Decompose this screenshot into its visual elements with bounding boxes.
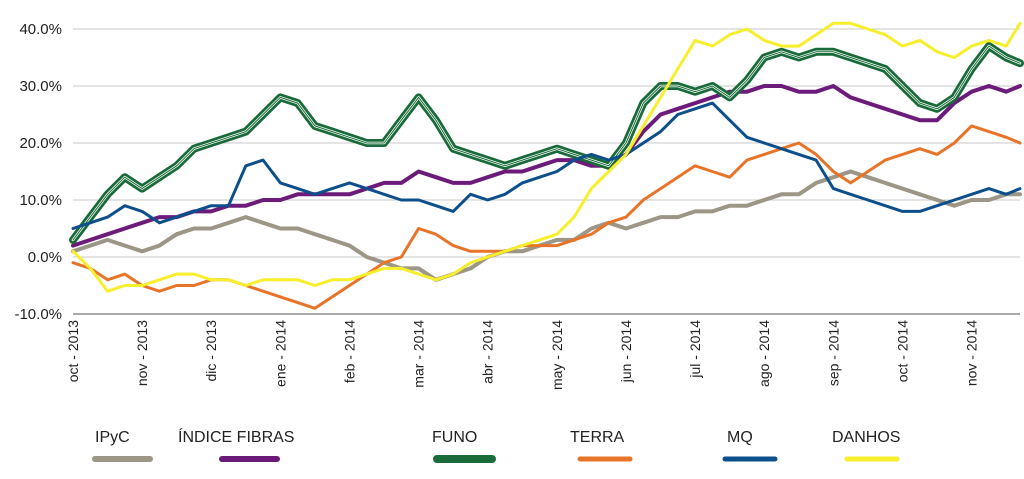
legend-label: TERRA [570, 429, 625, 446]
x-tick-label: jul - 2014 [687, 320, 703, 379]
x-tick-label: may - 2014 [549, 320, 565, 390]
y-tick-label: 20.0% [19, 135, 62, 152]
y-tick-label: 0.0% [28, 249, 62, 266]
y-tick-label: 10.0% [19, 192, 62, 209]
x-tick-label: feb - 2014 [341, 320, 357, 383]
plot-area [69, 21, 1024, 310]
legend-label: IPyC [95, 429, 130, 446]
series-line-core [72, 45, 1021, 241]
series-line [71, 169, 1022, 282]
series-line [71, 101, 1022, 230]
x-tick-label: ago - 2014 [756, 320, 772, 387]
x-tick-label: nov - 2014 [964, 320, 980, 386]
y-axis-tick-labels: 40.0% 30.0% 20.0% 10.0% 0.0% -10.0% [14, 21, 62, 323]
legend-label: ÍNDICE FIBRAS [178, 427, 294, 446]
x-tick-label: nov - 2013 [134, 320, 150, 386]
legend: IPyC ÍNDICE FIBRAS FUNO TERRA MQ DANHOS [92, 427, 900, 463]
x-tick-label: oct - 2013 [65, 320, 81, 382]
x-tick-label: mar - 2014 [411, 320, 427, 388]
y-tick-label: 40.0% [19, 21, 62, 38]
legend-label: MQ [727, 429, 753, 446]
x-tick-label: ene - 2014 [272, 320, 288, 387]
legend-label: FUNO [432, 429, 477, 446]
x-tick-label: oct - 2014 [894, 320, 910, 382]
series-line [71, 84, 1022, 248]
legend-label: DANHOS [832, 429, 900, 446]
x-axis-tick-labels: oct - 2013 nov - 2013 dic - 2013 ene - 2014… [65, 320, 980, 390]
series-line [71, 21, 1022, 293]
x-tick-label: jun - 2014 [618, 320, 634, 383]
x-tick-label: abr - 2014 [480, 320, 496, 384]
grid-lines [73, 28, 1020, 315]
y-tick-label: -10.0% [14, 306, 62, 323]
x-tick-label: sep - 2014 [825, 320, 841, 386]
y-tick-label: 30.0% [19, 78, 62, 95]
x-tick-label: dic - 2013 [203, 320, 219, 382]
